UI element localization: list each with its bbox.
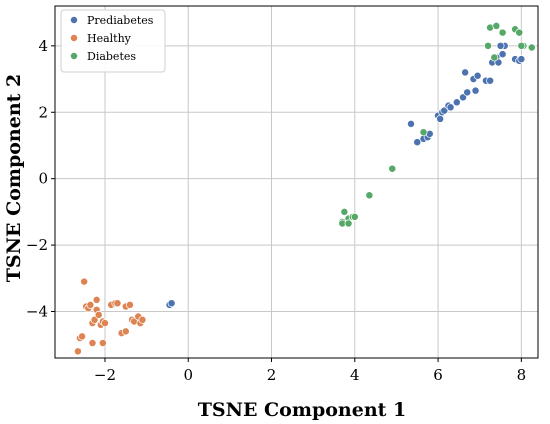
legend-marker-healthy [70, 34, 78, 42]
y-tick-label: 2 [38, 103, 48, 121]
y-axis-title: TSNE Component 2 [3, 74, 25, 283]
data-point-healthy [86, 300, 95, 309]
legend-box [60, 9, 166, 73]
data-point-diabetes [350, 212, 359, 221]
y-tick-label: −4 [26, 303, 48, 321]
data-point-diabetes [517, 41, 526, 50]
data-point-diabetes [344, 219, 353, 228]
data-point-prediabetes [498, 50, 507, 59]
data-point-diabetes [515, 28, 524, 37]
legend-label-healthy: Healthy [87, 32, 132, 45]
data-point-diabetes [388, 164, 397, 173]
y-tick-label: 0 [38, 170, 48, 188]
data-point-healthy [78, 332, 87, 341]
data-point-healthy [94, 310, 103, 319]
data-point-prediabetes [517, 55, 526, 64]
x-axis-title: TSNE Component 1 [198, 399, 407, 421]
data-point-prediabetes [452, 98, 461, 107]
legend-marker-diabetes [70, 52, 78, 60]
data-point-prediabetes [413, 138, 422, 147]
data-point-healthy [125, 300, 134, 309]
y-tick-label: 4 [38, 37, 48, 55]
data-point-healthy [121, 327, 130, 336]
x-tick-label: 0 [183, 366, 193, 384]
data-point-prediabetes [461, 68, 470, 77]
data-point-prediabetes [473, 71, 482, 80]
x-tick-label: 2 [267, 366, 277, 384]
legend-marker-prediabetes [70, 16, 78, 24]
data-point-prediabetes [446, 103, 455, 112]
data-point-prediabetes [486, 76, 495, 85]
data-point-diabetes [419, 128, 428, 137]
axis-ticks: −2 0 2 4 6 8 −4 −2 0 2 4 [26, 37, 526, 384]
data-points [73, 21, 536, 356]
data-point-healthy [92, 295, 101, 304]
data-point-diabetes [527, 43, 536, 52]
data-point-diabetes [492, 21, 501, 30]
data-point-prediabetes [471, 86, 480, 95]
data-point-healthy [88, 339, 97, 348]
legend-label-diabetes: Diabetes [87, 50, 136, 63]
y-tick-label: −2 [26, 236, 48, 254]
x-tick-label: −2 [94, 366, 116, 384]
data-point-prediabetes [463, 88, 472, 97]
x-tick-label: 4 [350, 366, 360, 384]
legend: Prediabetes Healthy Diabetes [60, 9, 166, 73]
data-point-prediabetes [407, 119, 415, 128]
data-point-healthy [113, 299, 122, 308]
x-tick-label: 6 [433, 366, 443, 384]
data-point-prediabetes [496, 41, 505, 50]
data-point-healthy [80, 277, 89, 286]
data-point-healthy [138, 315, 147, 324]
data-point-diabetes [340, 207, 349, 216]
data-point-healthy [90, 315, 99, 324]
data-point-prediabetes [167, 299, 176, 308]
plot-frame [54, 5, 539, 359]
data-point-prediabetes [440, 106, 449, 115]
data-point-prediabetes [494, 58, 503, 67]
data-point-prediabetes [436, 114, 445, 123]
x-tick-label: 8 [517, 366, 527, 384]
data-point-prediabetes [459, 93, 468, 102]
data-point-diabetes [484, 41, 492, 50]
data-point-diabetes [490, 53, 499, 62]
data-point-diabetes [498, 28, 507, 37]
data-point-healthy [101, 319, 109, 328]
legend-label-prediabetes: Prediabetes [87, 14, 154, 27]
data-point-healthy [73, 347, 82, 356]
data-point-diabetes [365, 191, 374, 200]
data-point-healthy [98, 339, 107, 348]
